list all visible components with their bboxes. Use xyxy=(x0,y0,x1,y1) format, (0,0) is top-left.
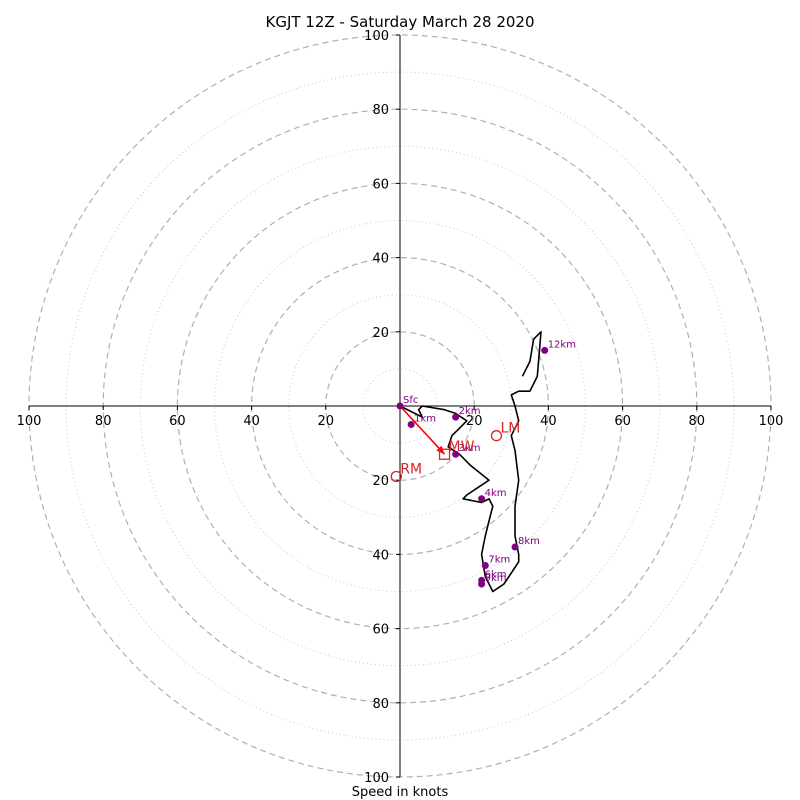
y-tick-label: 60 xyxy=(372,177,389,192)
y-tick-label: 40 xyxy=(372,548,389,563)
height-marker-label: 7km xyxy=(488,555,510,566)
y-tick-label: 100 xyxy=(364,29,389,44)
y-tick-label: 60 xyxy=(372,623,389,638)
storm-motion-marker xyxy=(390,470,402,483)
wind-trace-layer xyxy=(399,330,542,593)
x-tick-label: 40 xyxy=(540,414,557,429)
height-marker-label: Sfc xyxy=(403,395,418,406)
y-tick-label: 20 xyxy=(372,474,389,489)
height-marker-dot xyxy=(481,562,489,570)
y-tick-label: 80 xyxy=(372,697,389,712)
x-axis-label: Speed in knots xyxy=(352,785,449,800)
height-markers: Sfc 1km 2km 3km 4km 6km 7km 8km 9km 12km xyxy=(396,339,576,588)
x-tick-label: 40 xyxy=(243,414,260,429)
x-tick-label: 100 xyxy=(17,414,42,429)
storm-motion-label: LM xyxy=(500,421,520,437)
height-marker-label: 2km xyxy=(459,406,481,417)
storm-motion-marker xyxy=(438,448,451,460)
height-marker-dot xyxy=(452,413,460,421)
height-marker-label: 6km xyxy=(485,569,507,580)
tick-labels: 100 80 60 40 20 20 40 60 80 100 100 80 60 40 20 20 40 60 8… xyxy=(17,29,784,786)
y-tick-label: 20 xyxy=(372,326,389,341)
height-marker-dot xyxy=(407,421,415,429)
height-marker-dot xyxy=(478,580,486,588)
x-tick-label: 80 xyxy=(689,414,706,429)
x-tick-label: 60 xyxy=(614,414,631,429)
x-tick-label: 20 xyxy=(466,414,483,429)
height-marker-dot xyxy=(396,402,404,410)
x-tick-label: 100 xyxy=(759,414,784,429)
storm-motion-label: MW xyxy=(449,439,475,455)
x-tick-label: 80 xyxy=(95,414,112,429)
height-marker-dot xyxy=(511,543,519,551)
mean-wind-arrowhead xyxy=(436,445,445,455)
mean-wind-layer xyxy=(399,405,446,455)
height-marker-label: 8km xyxy=(518,536,540,547)
height-marker-label: 9km xyxy=(485,573,507,584)
height-marker-label: 4km xyxy=(485,488,507,499)
storm-motions: LM RM MW xyxy=(390,421,520,483)
mean-wind-vector xyxy=(399,405,446,455)
wind-trace-line xyxy=(399,330,542,593)
y-tick-label: 40 xyxy=(372,252,389,267)
chart-title: KGJT 12Z - Saturday March 28 2020 xyxy=(265,13,534,31)
x-tick-label: 60 xyxy=(169,414,186,429)
height-marker-label: 3km xyxy=(459,443,481,454)
y-tick-label: 80 xyxy=(372,103,389,118)
height-marker-dot xyxy=(452,450,460,458)
height-marker-label: 12km xyxy=(548,339,576,350)
storm-motion-label: RM xyxy=(400,461,422,477)
height-marker-label: 1km xyxy=(414,414,436,425)
y-tick-label: 100 xyxy=(364,771,389,786)
x-tick-label: 20 xyxy=(318,414,335,429)
storm-motion-marker xyxy=(490,430,503,442)
height-marker-dot xyxy=(541,346,549,354)
height-marker-dot xyxy=(478,495,486,503)
